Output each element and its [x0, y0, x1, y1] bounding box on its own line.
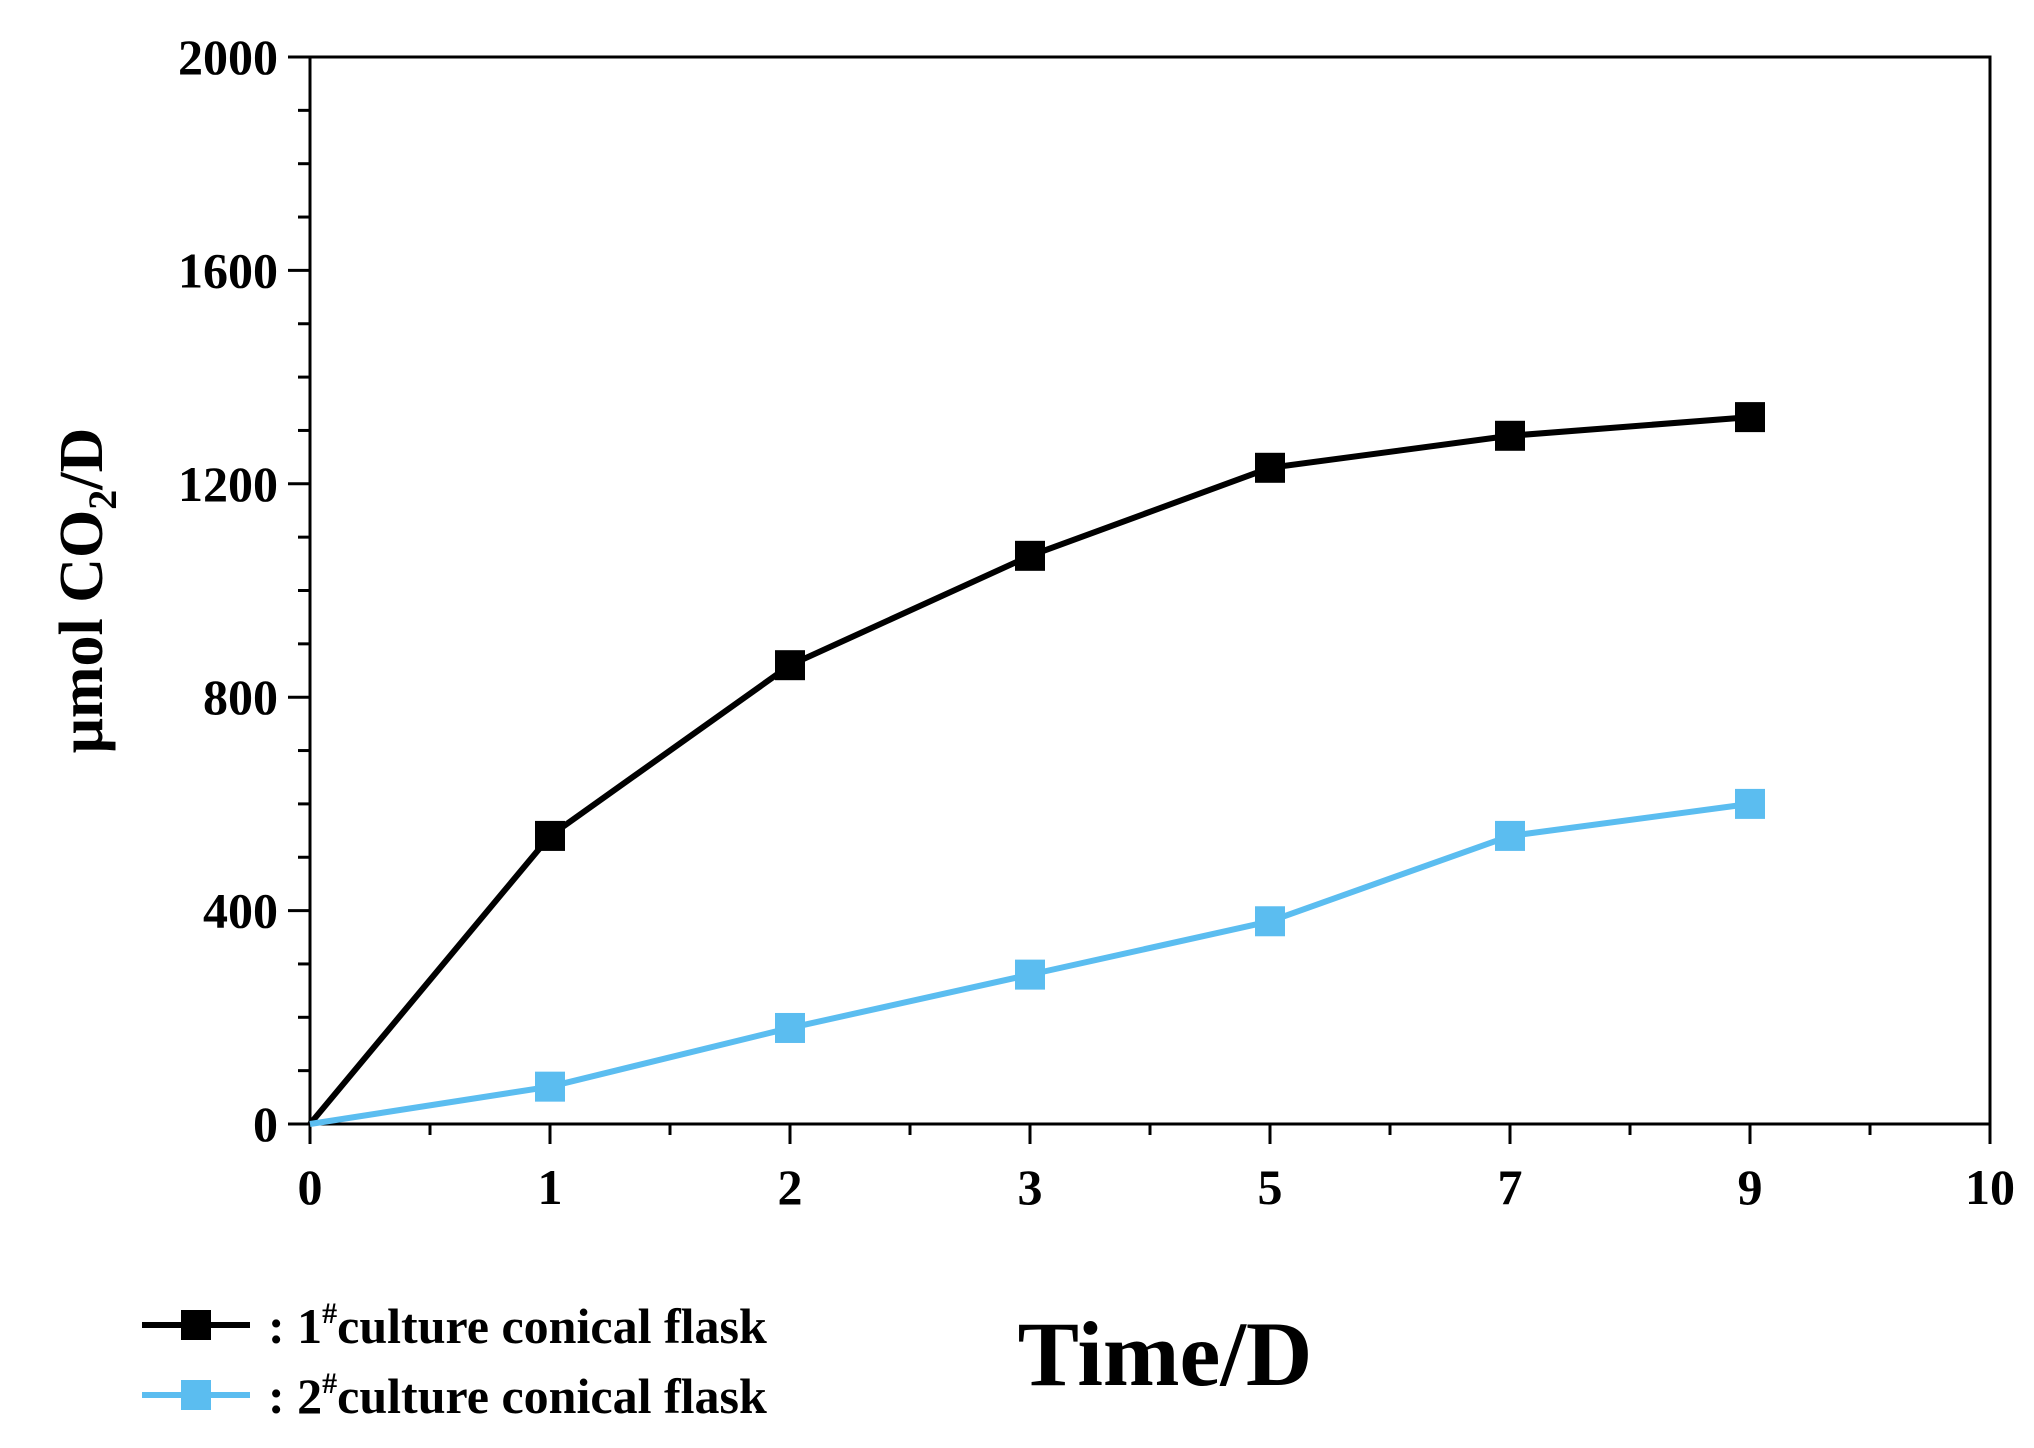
data-point-marker — [1495, 420, 1525, 451]
y-tick-label: 400 — [203, 883, 278, 939]
data-point-marker — [775, 650, 805, 681]
x-tick-label: 9 — [1738, 1159, 1763, 1215]
y-tick-label: 2000 — [178, 29, 278, 85]
legend-label: : 2#culture conical flask — [268, 1367, 767, 1424]
legend-superscript: # — [322, 1367, 337, 1400]
legend-marker — [181, 1310, 211, 1340]
x-tick-label: 3 — [1018, 1159, 1043, 1215]
data-point-marker — [535, 1071, 565, 1102]
plot-frame — [308, 55, 1992, 1126]
data-point-marker — [1255, 906, 1285, 937]
series-2 — [309, 788, 1765, 1127]
data-point-marker — [1735, 402, 1765, 433]
y-axis-label: μmol CO2/D — [48, 428, 125, 754]
y-axis-label-subscript: 2 — [80, 490, 125, 510]
data-point-marker — [1015, 959, 1045, 990]
legend-name: culture conical flask — [337, 1298, 767, 1354]
legend-superscript: # — [322, 1297, 337, 1330]
data-point-marker — [1495, 820, 1525, 851]
legend-item-2: : 2#culture conical flask — [142, 1367, 767, 1424]
legend-marker — [181, 1380, 211, 1410]
x-tick-label: 1 — [538, 1159, 563, 1215]
x-tick-label: 0 — [298, 1159, 323, 1215]
y-tick-label: 1600 — [178, 242, 278, 298]
legend-separator: : — [268, 1298, 297, 1354]
y-axis-ticks: 0 400 800 1200 1600 2000 — [178, 29, 310, 1152]
data-point-marker — [1735, 788, 1765, 819]
data-point-marker — [1255, 452, 1285, 483]
legend-number: 2 — [297, 1368, 322, 1424]
x-tick-label: 5 — [1258, 1159, 1283, 1215]
legend-item-1: : 1#culture conical flask — [142, 1297, 767, 1354]
x-tick-label: 10 — [1965, 1159, 2015, 1215]
y-tick-label: 800 — [203, 669, 278, 725]
y-axis-label-main: μmol CO — [48, 510, 116, 754]
y-axis-label-tail: /D — [48, 428, 116, 491]
legend-label: : 1#culture conical flask — [268, 1297, 767, 1354]
series-layer — [307, 402, 1765, 1127]
y-tick-label: 0 — [253, 1096, 278, 1152]
series-1 — [307, 402, 1765, 1126]
y-tick-label: 1200 — [178, 456, 278, 512]
data-point-marker — [775, 1012, 805, 1043]
x-axis-ticks: 0 1 2 3 5 7 9 10 — [298, 1124, 2015, 1215]
x-tick-label: 7 — [1498, 1159, 1523, 1215]
data-point-marker — [535, 820, 565, 851]
x-tick-label: 2 — [778, 1159, 803, 1215]
series-line — [307, 414, 1751, 1126]
legend-name: culture conical flask — [337, 1368, 767, 1424]
legend-number: 1 — [297, 1298, 322, 1354]
data-point-marker — [1015, 540, 1045, 571]
x-axis-label: Time/D — [1018, 1303, 1313, 1405]
legend-separator: : — [268, 1368, 297, 1424]
legend: : 1#culture conical flask: 2#culture con… — [142, 1297, 767, 1424]
